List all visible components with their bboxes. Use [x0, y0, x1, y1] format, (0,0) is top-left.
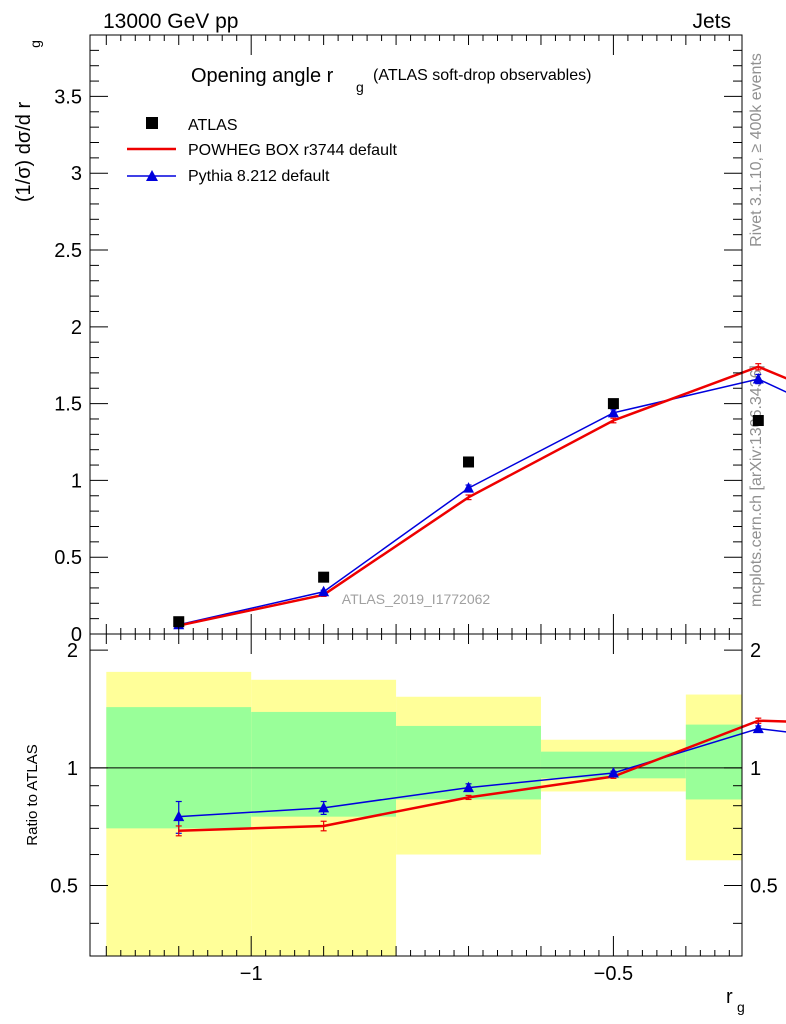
ratio-pythia-line: [178, 727, 786, 818]
main-ytick-label-5: 2.5: [54, 240, 82, 262]
main-ylabel: (1/σ) dσ/d r g: [13, 40, 43, 202]
ratio-stat-band-1: [251, 711, 397, 817]
main-ylabel-text: (1/σ) dσ/d r: [13, 102, 35, 203]
ratio-ytick-label-right-0: 0.5: [750, 875, 778, 897]
ratio-pythia-marker-2: [463, 781, 475, 793]
header-energy: 13000 GeV pp: [103, 10, 238, 33]
plot-title: Opening angle r: [191, 65, 334, 87]
ratio-ytick-label-right-2: 2: [750, 640, 761, 662]
legend-label-powheg: POWHEG BOX r3744 default: [188, 142, 398, 159]
ratio-panel: −1 −0.5 0.5 0.5 1 1 2 2: [50, 633, 786, 985]
plot-title-main: Opening angle r: [191, 65, 334, 87]
main-pythia-marker-1: [318, 585, 330, 597]
legend-marker-atlas: [146, 117, 158, 129]
mcplots-label-text: mcplots.cern.ch [arXiv:1306.3436]: [748, 365, 765, 607]
main-ytick-label-4: 2: [71, 317, 82, 339]
ratio-ytick-label-left-2: 2: [67, 640, 78, 662]
rivet-label: Rivet 3.1.10, ≥ 400k events: [748, 53, 765, 247]
analysis-watermark: ATLAS_2019_I1772062: [342, 591, 491, 607]
main-atlas-point-2: [463, 456, 475, 468]
header-process: Jets: [692, 10, 731, 33]
ratio-pythia-marker-4: [752, 722, 764, 734]
main-atlas-point-4: [752, 415, 764, 427]
ratio-frame: [89, 633, 743, 957]
main-ytick-label-2: 1: [71, 470, 82, 492]
main-ytick-label-0: 0: [71, 624, 82, 646]
main-powheg-line: [178, 365, 786, 627]
main-panel: 0 0.5 1 1.5 2 2.5 3 3.5: [54, 34, 786, 646]
x-axis-label: r: [726, 986, 733, 1008]
main-ytick-label-3: 1.5: [54, 394, 82, 416]
x-tick-label-1: −0.5: [594, 963, 633, 985]
main-pythia-line: [178, 378, 786, 626]
main-ytick-label-7: 3.5: [54, 86, 82, 108]
plot-title-rest: (ATLAS soft-drop observables): [373, 67, 591, 84]
main-atlas-point-3: [607, 398, 619, 410]
ratio-ytick-label-right-1: 1: [750, 758, 761, 780]
legend: ATLAS POWHEG BOX r3744 default Pythia 8.…: [127, 117, 398, 185]
main-ytick-label-1: 0.5: [54, 547, 82, 569]
ratio-ytick-label-left-1: 1: [67, 758, 78, 780]
legend-label-atlas: ATLAS: [188, 117, 238, 134]
main-pythia-marker-3: [607, 406, 619, 418]
legend-label-pythia: Pythia 8.212 default: [188, 168, 330, 185]
ratio-ylabel-text: Ratio to ATLAS: [24, 744, 41, 845]
legend-marker-pythia: [146, 170, 158, 181]
x-tick-label-0: −1: [240, 963, 263, 985]
main-pythia-marker-4: [752, 373, 764, 384]
main-atlas-point-0: [173, 616, 185, 628]
ratio-powheg-line: [178, 719, 786, 833]
main-atlas-point-1: [318, 571, 330, 583]
plot-title-subscript: g: [356, 79, 364, 95]
rivet-label-text: Rivet 3.1.10, ≥ 400k events: [748, 53, 765, 247]
ratio-ytick-label-left-0: 0.5: [50, 875, 78, 897]
main-ytick-label-6: 3: [71, 163, 82, 185]
x-axis-label-subscript: g: [737, 999, 745, 1015]
main-ylabel-subscript: g: [27, 40, 43, 48]
ratio-pythia-marker-0: [173, 810, 185, 822]
ratio-pythia-marker-1: [318, 801, 330, 813]
ratio-pythia-marker-3: [607, 766, 619, 778]
main-pythia-marker-2: [463, 482, 475, 493]
mcplots-label: mcplots.cern.ch [arXiv:1306.3436]: [748, 365, 765, 607]
ratio-ylabel: Ratio to ATLAS: [24, 744, 41, 845]
